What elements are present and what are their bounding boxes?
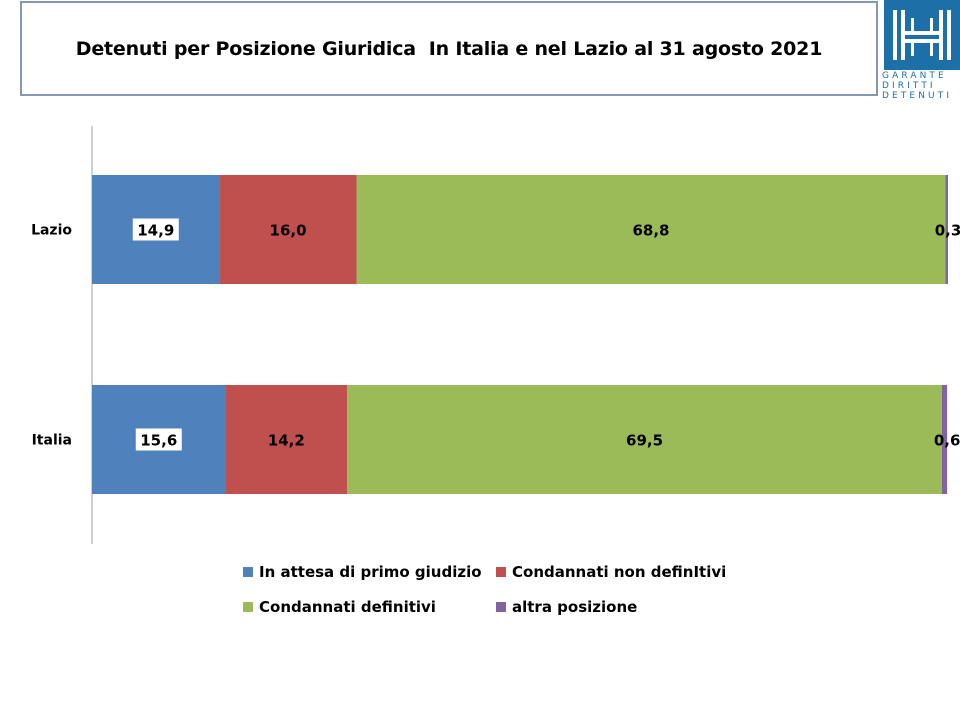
logo-text: GARANTE DIRITTI DETENUTI xyxy=(882,71,960,101)
bar-lazio-series-1 xyxy=(219,175,357,284)
legend-label-condannati-non-definitivi: Condannati non definItivi xyxy=(512,563,727,581)
category-label-italia: Italia xyxy=(32,433,72,449)
logo-line-1: GARANTE xyxy=(882,71,947,81)
garante-logo: GARANTE DIRITTI DETENUTI xyxy=(882,0,960,110)
logo-line-2: DIRITTI xyxy=(882,81,936,91)
legend-swatch-condannati-definitivi xyxy=(243,602,253,612)
legend-swatch-altra-posizione xyxy=(496,602,506,612)
legend-label-altra-posizione: altra posizione xyxy=(512,598,638,616)
data-label-italia-series-0: 15,6 xyxy=(140,432,177,450)
legend-item-in-attesa: In attesa di primo giudizio xyxy=(243,563,482,581)
bar-italia-series-2 xyxy=(347,385,943,494)
bar-italia-series-1 xyxy=(225,385,348,494)
data-label-italia-series-1: 14,2 xyxy=(268,432,305,450)
legend-swatch-in-attesa xyxy=(243,567,253,577)
data-label-bg-italia xyxy=(135,428,182,451)
bar-italia-series-3 xyxy=(942,385,948,494)
logo-mark-icon xyxy=(884,0,960,70)
legend-swatch-condannati-non-definitivi xyxy=(496,567,506,577)
legend-item-condannati-non-definitivi: Condannati non definItivi xyxy=(496,563,726,581)
legend-label-condannati-definitivi: Condannati definitivi xyxy=(259,598,436,616)
data-label-lazio-series-3: 0,3 xyxy=(935,222,960,240)
logo-line-3: DETENUTI xyxy=(882,91,953,101)
chart-title: Detenuti per Posizione Giuridica In Ital… xyxy=(75,37,823,60)
stacked-bar-chart: Lazio 14,9 16,0 68,8 0,3 Italia 15,6 14,2 69,5 0,… xyxy=(31,126,960,544)
legend-item-condannati-definitivi: Condannati definitivi xyxy=(243,598,436,616)
data-label-italia-series-2: 69,5 xyxy=(626,432,663,450)
bar-lazio-series-3 xyxy=(945,175,948,284)
chart-title-box: Detenuti per Posizione Giuridica In Ital… xyxy=(20,1,878,96)
data-label-bg-lazio xyxy=(132,218,179,241)
data-label-lazio-series-2: 68,8 xyxy=(632,222,669,240)
data-label-lazio-series-0: 14,9 xyxy=(137,222,174,240)
legend-item-altra-posizione: altra posizione xyxy=(496,598,637,616)
data-label-italia-series-3: 0,6 xyxy=(934,432,960,450)
bar-lazio-series-2 xyxy=(356,175,946,284)
category-label-lazio: Lazio xyxy=(31,223,72,239)
data-label-lazio-series-1: 16,0 xyxy=(270,222,307,240)
legend-label-in-attesa: In attesa di primo giudizio xyxy=(259,563,482,581)
